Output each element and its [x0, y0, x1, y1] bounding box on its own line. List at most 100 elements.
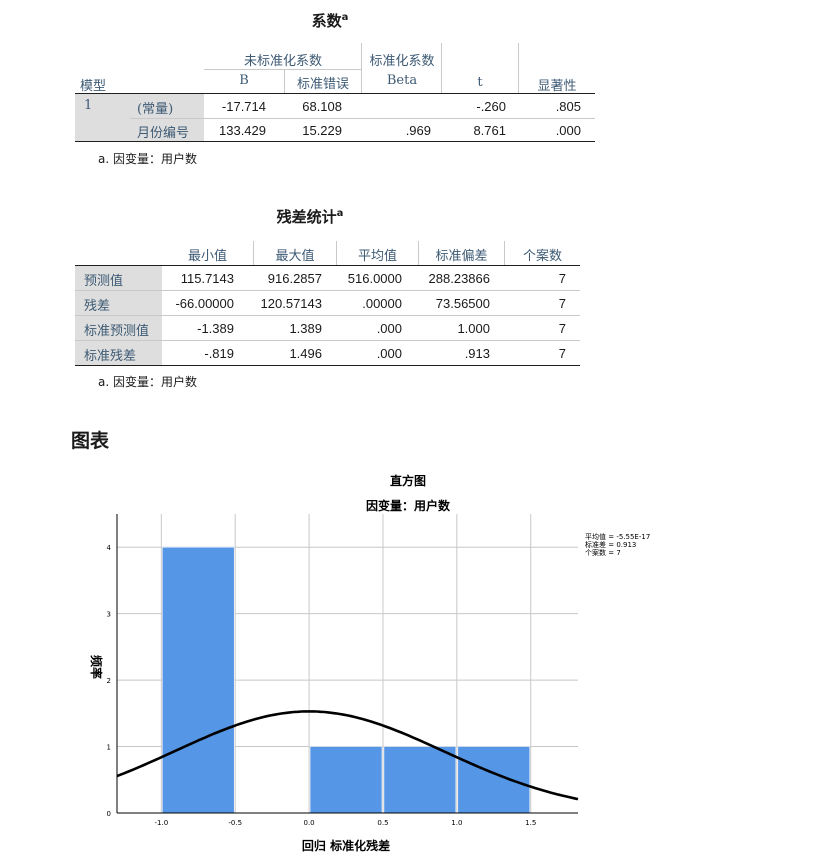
- resid-vsep: [336, 241, 337, 265]
- resid-cell: 115.7143: [180, 271, 234, 286]
- x-tick-label: 0.5: [377, 819, 388, 827]
- resid-vsep: [418, 241, 419, 265]
- header-t: t: [477, 75, 483, 90]
- coef-cell-t: 8.761: [473, 123, 506, 138]
- resid-title-text: 残差统计: [276, 208, 337, 226]
- y-tick-label: 4: [107, 544, 112, 552]
- coef-cell-b: -17.714: [221, 99, 266, 114]
- resid-row-label: 残差: [84, 299, 111, 314]
- header-se: 标准错误: [296, 77, 349, 92]
- coef-bottom-rule: [75, 141, 595, 142]
- coef-footnote: a. 因变量：用户数: [98, 152, 197, 166]
- histogram-bar: [457, 746, 530, 814]
- resid-cell: 120.57143: [260, 296, 322, 311]
- resid-cell: 73.56500: [435, 296, 490, 311]
- resid-header: 个案数: [522, 249, 562, 264]
- resid-cell: -66.00000: [175, 296, 234, 311]
- resid-bottom-rule: [75, 365, 580, 366]
- coef-cell-se: 68.108: [302, 99, 342, 114]
- coef-header-rule: [75, 93, 595, 94]
- x-tick-label: -0.5: [228, 819, 242, 827]
- resid-cell: .000: [376, 346, 402, 361]
- chart-title: 直方图: [390, 473, 426, 488]
- resid-cell: 7: [558, 271, 566, 286]
- coef-hsep: [204, 69, 362, 70]
- header-unstandardized: 未标准化系数: [243, 54, 322, 69]
- resid-cell: 1.389: [289, 321, 322, 336]
- header-model: 模型: [80, 79, 107, 94]
- coef-cell-t: -.260: [476, 99, 506, 114]
- resid-row-rule: [75, 290, 580, 291]
- histogram-bar: [383, 746, 457, 814]
- y-axis-label-group: 频率: [89, 655, 104, 679]
- resid-header: 标准偏差: [435, 249, 488, 264]
- stats-line: 平均值 = -5.55E-17: [585, 532, 650, 541]
- resid-cell: 288.23866: [428, 271, 490, 286]
- y-tick-label: 0: [107, 810, 111, 818]
- header-beta: Beta: [386, 73, 418, 88]
- coef-cell-beta: .969: [405, 123, 431, 138]
- y-tick-label: 3: [107, 611, 111, 619]
- y-axis-label: 频率: [89, 655, 104, 679]
- coef-cell-se: 15.229: [302, 123, 342, 138]
- resid-table-title: 残差统计a: [230, 206, 390, 227]
- resid-cell: .913: [464, 346, 490, 361]
- stats-line: 个案数 = 7: [585, 548, 621, 557]
- resid-header: 最大值: [275, 249, 315, 264]
- coef-cell-sig: .000: [555, 123, 581, 138]
- coef-stub-bg: [75, 93, 204, 141]
- model-number: 1: [84, 98, 93, 113]
- resid-cell: 1.000: [457, 321, 490, 336]
- plot-area: -1.0 -0.5 0.0 0.5 1.0 1.5 0 1 2 3 4: [107, 514, 579, 827]
- resid-cell: .000: [376, 321, 402, 336]
- chart-subtitle: 因变量：用户数: [366, 498, 451, 513]
- histogram-chart: 直方图 因变量：用户数 -1.0 -0.5 0.0 0.5 1.0 1.5 0 1 2 3 4 回归…: [89, 473, 650, 853]
- coef-cell-sig: .805: [555, 99, 581, 114]
- coef-vsep: [284, 69, 285, 93]
- resid-cell: 7: [558, 321, 566, 336]
- resid-cell: 7: [558, 346, 566, 361]
- resid-row-label: 预测值: [84, 274, 124, 289]
- resid-row-rule: [75, 315, 580, 316]
- resid-cell: 1.496: [289, 346, 322, 361]
- x-tick-label: 0.0: [304, 819, 315, 827]
- coef-vsep: [518, 43, 519, 93]
- normal-curve: [116, 710, 579, 801]
- resid-cell: 916.2857: [267, 271, 322, 286]
- coef-vsep: [441, 43, 442, 93]
- section-heading: 图表: [71, 430, 110, 452]
- histogram-bar: [162, 546, 235, 814]
- resid-header-rule: [75, 265, 580, 266]
- resid-header: 平均值: [357, 249, 397, 264]
- coef-vsep: [361, 43, 362, 93]
- coef-table-title: 系数a: [250, 10, 410, 31]
- coef-title-sup: a: [341, 12, 349, 23]
- x-tick-label: 1.0: [451, 819, 462, 827]
- coef-cell-b: 133.429: [219, 123, 266, 138]
- resid-header: 最小值: [187, 249, 227, 264]
- y-tick-label: 1: [107, 744, 111, 752]
- resid-cell: -1.389: [197, 321, 234, 336]
- coef-row-label: 月份编号: [137, 126, 190, 141]
- resid-vsep: [253, 241, 254, 265]
- header-sig: 显著性: [537, 79, 577, 94]
- x-axis-label: 回归 标准化残差: [302, 838, 390, 853]
- header-standardized: 标准化系数: [369, 54, 435, 69]
- resid-cell: 516.0000: [347, 271, 402, 286]
- resid-cell: .00000: [362, 296, 402, 311]
- y-tick-label: 2: [107, 677, 111, 685]
- resid-row-rule: [75, 340, 580, 341]
- coef-row-rule: [130, 118, 595, 119]
- resid-row-label: 标准残差: [84, 349, 137, 364]
- resid-cell: 7: [558, 296, 566, 311]
- header-b: B: [239, 73, 249, 88]
- x-tick-label: -1.0: [154, 819, 168, 827]
- resid-footnote: a. 因变量：用户数: [98, 375, 197, 389]
- coef-row-label: (常量): [137, 102, 174, 117]
- histogram-bar: [309, 746, 383, 814]
- x-tick-label: 1.5: [525, 819, 536, 827]
- resid-vsep: [504, 241, 505, 265]
- resid-title-sup: a: [336, 208, 344, 219]
- resid-cell: -.819: [204, 346, 234, 361]
